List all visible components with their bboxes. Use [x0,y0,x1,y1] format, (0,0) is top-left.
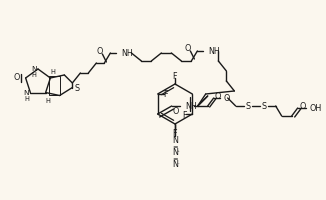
Text: O: O [215,92,221,101]
Text: OH: OH [310,104,322,113]
Text: O: O [172,107,179,116]
Text: O: O [224,94,230,103]
Text: F: F [182,110,186,119]
Text: H: H [45,97,50,103]
Text: S: S [261,102,266,111]
Text: S: S [75,84,80,93]
Text: O: O [96,47,103,56]
Text: O: O [13,73,20,82]
Text: F: F [163,90,168,99]
Text: H: H [32,72,37,78]
Bar [49,77,60,95]
Text: H: H [50,69,55,75]
Text: N: N [172,148,178,157]
Text: F: F [173,72,177,81]
Text: H: H [24,95,29,101]
Text: NH: NH [208,47,220,56]
Text: N: N [23,89,29,95]
Text: =: = [172,155,178,161]
Text: NH: NH [121,49,133,58]
Text: S: S [245,102,250,111]
Text: ⁺: ⁺ [177,150,179,155]
Text: =: = [172,143,178,149]
Text: N: N [172,160,178,169]
Text: NH: NH [186,102,198,111]
Text: F: F [173,128,177,137]
Text: ⁻: ⁻ [177,162,179,167]
Text: O: O [300,102,306,111]
Text: O: O [184,44,191,53]
Text: N: N [172,136,178,145]
Text: N: N [31,66,37,72]
